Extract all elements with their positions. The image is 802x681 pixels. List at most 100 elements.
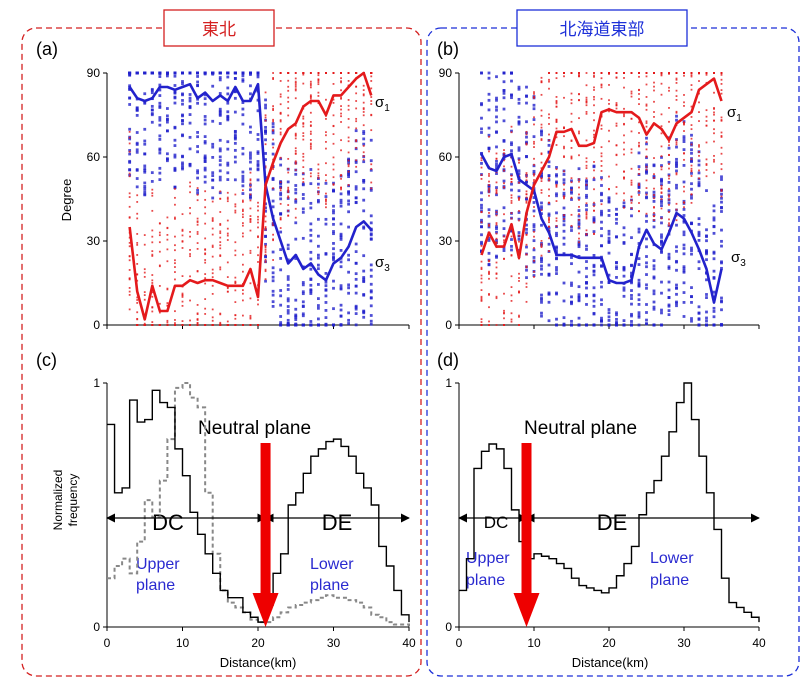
sigma1-point-a [264, 226, 267, 228]
sigma1-point-a [143, 294, 146, 296]
sigma3-point-b [480, 242, 483, 246]
sigma3-point-b [532, 196, 536, 199]
sigma3-point-b [517, 217, 521, 221]
sigma3-point-a [339, 222, 343, 226]
sigma1-point-b [713, 91, 715, 94]
sigma1-point-b [548, 218, 550, 221]
sigma1-point-a [204, 222, 207, 225]
sigma1-point-b [623, 199, 625, 202]
sigma3-point-b [682, 207, 686, 211]
sigma1-point-a [226, 324, 229, 326]
sigma1-point-b [623, 148, 625, 151]
sigma1-point-b [533, 146, 535, 148]
sigma3-point-a [309, 168, 313, 171]
sigma3-point-a [317, 234, 320, 238]
sigma1-point-a [264, 270, 267, 273]
sigma1-point-a [317, 168, 320, 171]
sigma1-point-b [525, 201, 528, 204]
sigma1-point-b [488, 180, 490, 183]
sigma1-point-a [294, 161, 297, 164]
sigma3-point-a [324, 222, 328, 226]
sigma3-point-b [577, 167, 581, 171]
sigma1-point-b [675, 78, 678, 81]
sigma3-point-b [600, 316, 603, 320]
sigma1-point-b [503, 292, 505, 295]
sigma1-point-a [226, 219, 229, 222]
sigma1-point-b [585, 72, 588, 74]
sigma3-point-a [264, 129, 267, 133]
sigma3-point-b [675, 169, 678, 173]
sigma3-point-a [128, 127, 132, 131]
sigma3-point-a [233, 129, 237, 133]
sigma3-point-a [128, 73, 132, 77]
sigma3-point-b [690, 300, 693, 304]
sigma1-point-a [309, 133, 312, 135]
sigma3-point-b [480, 116, 483, 120]
sigma1-point-a [151, 295, 154, 298]
sigma3-point-a [203, 135, 207, 138]
sigma1-point-a [136, 233, 139, 235]
sigma3-point-a [279, 157, 283, 161]
sigma3-point-b [697, 181, 701, 184]
sigma1-point-b [488, 189, 490, 191]
sigma1-point-b [593, 209, 595, 212]
sigma3-point-a [143, 181, 147, 185]
sigma1-point-b [540, 109, 543, 112]
sigma1-point-b [660, 132, 663, 135]
sigma1-point-a [264, 228, 267, 231]
sigma3-point-a [347, 175, 350, 179]
sigma3-point-a [226, 178, 230, 181]
sigma1-point-a [181, 228, 184, 231]
sigma3-point-a [279, 268, 283, 272]
sigma1-point-a [219, 232, 222, 235]
sigma3-point-b [697, 163, 701, 167]
sigma1-point-b [533, 142, 535, 145]
sigma3-point-b [645, 265, 648, 269]
sigma1-point-b [578, 241, 580, 244]
sigma1-point-a [211, 233, 214, 236]
sigma3-point-b [600, 211, 603, 215]
sigma3-point-b [525, 120, 528, 124]
sigma3-point-b [705, 319, 708, 323]
sigma3-point-b [660, 221, 663, 225]
sigma3-point-a [369, 268, 373, 272]
sigma1-point-b [578, 72, 580, 74]
sigma3-point-a [332, 279, 335, 283]
sigma3-point-a [362, 280, 366, 284]
sigma1-point-b [593, 74, 595, 77]
sigma3-point-b [517, 85, 521, 89]
sigma1-point-a [325, 200, 327, 203]
sigma1-point-a [242, 324, 244, 326]
sigma1-point-b [660, 166, 663, 168]
sigma1-point-a [355, 120, 358, 123]
sigma1-point-b [510, 202, 513, 204]
sigma1-point-b [525, 190, 528, 193]
sigma3-point-b [712, 323, 716, 327]
sigma1-point-a [340, 108, 342, 111]
sigma3-point-a [233, 110, 237, 114]
sigma1-point-a [249, 179, 252, 182]
sigma3-point-b [480, 191, 483, 195]
sigma1-point-b [653, 212, 655, 214]
sigma3-point-a [339, 249, 343, 252]
sigma1-point-a [279, 202, 282, 205]
sigma3-point-b [600, 234, 603, 238]
sigma1-point-b [668, 195, 670, 198]
sigma3-point-a [279, 315, 283, 318]
sigma1-point-a [279, 80, 282, 82]
sigma3-point-b [622, 274, 626, 278]
sigma1-point-a [174, 235, 176, 238]
sigma3-point-b [555, 231, 558, 235]
sigma1-point-b [593, 86, 595, 89]
sigma1-point-b [660, 168, 663, 171]
sigma1-point-a [151, 291, 154, 294]
sigma1-point-b [660, 74, 663, 77]
sigma1-point-a [370, 72, 373, 74]
sigma3-point-b [660, 280, 663, 284]
sigma3-point-b [592, 216, 596, 220]
sigma3-point-b [547, 273, 551, 277]
sigma1-point-b [690, 167, 693, 170]
sigma1-point-a [362, 151, 365, 154]
lower-plane-label-d-1: Lower [650, 550, 694, 567]
sigma1-point-b [540, 123, 543, 126]
